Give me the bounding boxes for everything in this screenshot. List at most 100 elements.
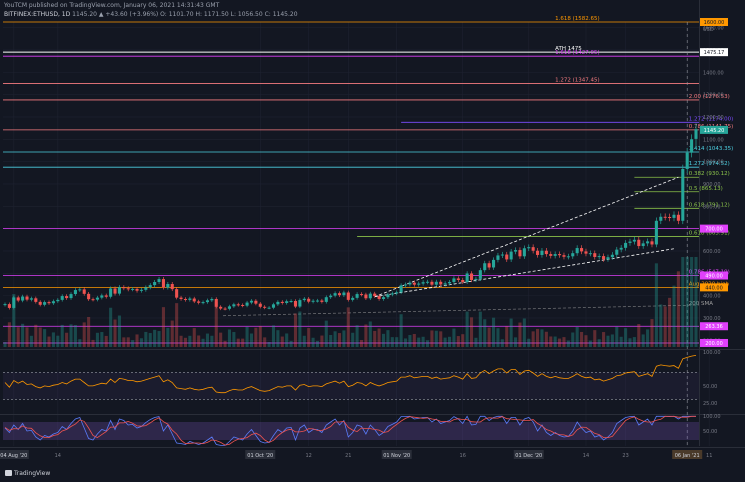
candle-body[interactable] [654, 220, 658, 245]
time-axis[interactable]: 04 Aug '20 14 01 Oct '20 12 21 01 Nov '20 16 01… [0, 450, 745, 459]
candle-body[interactable] [606, 257, 610, 260]
candle-body[interactable] [117, 287, 121, 294]
candle-body[interactable] [386, 294, 390, 298]
candle-body[interactable] [307, 298, 311, 302]
candle-body[interactable] [434, 281, 438, 285]
candle-body[interactable] [602, 256, 606, 260]
candle-body[interactable] [276, 301, 280, 305]
candle-body[interactable] [43, 302, 47, 305]
candle-body[interactable] [553, 254, 557, 256]
candle-body[interactable] [139, 289, 143, 291]
symbol-label[interactable]: BITFINEX:ETHUSD, 1D [4, 11, 71, 18]
candle-body[interactable] [293, 300, 298, 307]
candle-body[interactable] [514, 250, 518, 252]
candle-body[interactable] [315, 300, 320, 302]
candle-body[interactable] [21, 296, 25, 301]
time-axis-tag[interactable] [513, 450, 544, 459]
candle-body[interactable] [452, 278, 456, 282]
candle-body[interactable] [663, 216, 667, 218]
candle-body[interactable] [241, 305, 245, 307]
candle-body[interactable] [91, 299, 95, 301]
candle-body[interactable] [505, 254, 509, 260]
candle-body[interactable] [227, 306, 232, 309]
time-axis-tag[interactable] [0, 450, 29, 459]
candle-body[interactable] [544, 250, 548, 255]
tradingview-logo[interactable]: TradingView [5, 470, 50, 477]
price-axis-tag[interactable] [700, 271, 728, 280]
candle-body[interactable] [210, 298, 214, 301]
candle-body[interactable] [337, 293, 342, 296]
candle-body[interactable] [461, 279, 465, 282]
candle-body[interactable] [425, 281, 430, 283]
candle-body[interactable] [399, 285, 403, 293]
candle-body[interactable] [219, 306, 223, 309]
candle-body[interactable] [619, 247, 623, 250]
time-axis-tag[interactable] [245, 450, 276, 459]
candle-body[interactable] [646, 241, 650, 244]
candle-body[interactable] [126, 288, 130, 290]
candle-body[interactable] [465, 273, 469, 282]
candle-body[interactable] [236, 304, 240, 306]
candle-body[interactable] [153, 282, 157, 286]
candle-body[interactable] [232, 304, 236, 307]
candle-body[interactable] [161, 279, 165, 288]
candle-body[interactable] [271, 304, 276, 308]
candle-body[interactable] [575, 248, 579, 254]
candle-body[interactable] [254, 300, 258, 304]
candle-body[interactable] [403, 284, 408, 286]
candle-body[interactable] [593, 253, 597, 257]
candle-body[interactable] [474, 278, 478, 280]
candle-body[interactable] [443, 283, 447, 285]
candle-body[interactable] [324, 297, 328, 302]
candle-body[interactable] [390, 293, 394, 295]
candle-body[interactable] [421, 282, 425, 284]
candle-body[interactable] [500, 254, 504, 256]
price-axis-tag[interactable] [700, 283, 728, 292]
candle-body[interactable] [681, 168, 685, 221]
candle-body[interactable] [694, 129, 698, 139]
candle-body[interactable] [3, 304, 7, 306]
candle-body[interactable] [7, 304, 11, 308]
candle-body[interactable] [188, 298, 192, 300]
candle-body[interactable] [381, 297, 386, 299]
candle-body[interactable] [223, 308, 227, 310]
candle-body[interactable] [566, 256, 570, 258]
candle-body[interactable] [364, 294, 368, 299]
candle-body[interactable] [65, 296, 69, 299]
time-axis-tag[interactable] [381, 450, 412, 459]
candle-body[interactable] [289, 300, 293, 302]
candle-body[interactable] [267, 307, 271, 309]
candle-body[interactable] [522, 248, 526, 257]
candle-body[interactable] [135, 288, 139, 291]
candle-body[interactable] [417, 283, 421, 285]
candle-body[interactable] [47, 302, 51, 304]
candle-body[interactable] [280, 301, 284, 303]
candle-body[interactable] [249, 300, 254, 303]
candle-body[interactable] [197, 301, 201, 303]
candle-body[interactable] [439, 281, 443, 285]
price-axis-tag[interactable] [700, 18, 728, 26]
candle-body[interactable] [346, 292, 350, 300]
candle-body[interactable] [531, 247, 535, 251]
candle-body[interactable] [430, 281, 434, 285]
candle-body[interactable] [536, 250, 540, 255]
candle-body[interactable] [82, 289, 86, 294]
candle-body[interactable] [144, 287, 148, 290]
price-axis-tag[interactable] [700, 338, 728, 347]
candle-body[interactable] [109, 288, 113, 297]
candle-body[interactable] [100, 295, 104, 298]
candle-body[interactable] [12, 297, 16, 308]
time-axis-tag[interactable] [672, 450, 703, 459]
candle-body[interactable] [73, 290, 77, 295]
candle-body[interactable] [469, 273, 474, 280]
candle-body[interactable] [650, 241, 654, 245]
candle-body[interactable] [628, 241, 632, 243]
candle-body[interactable] [580, 248, 584, 252]
candle-body[interactable] [518, 250, 522, 257]
candle-body[interactable] [285, 301, 289, 303]
candle-body[interactable] [456, 278, 460, 280]
candle-body[interactable] [549, 254, 553, 256]
candle-body[interactable] [373, 293, 377, 297]
price-axis[interactable]: 1600.001500.001400.001300.001200.001100.… [700, 18, 728, 435]
